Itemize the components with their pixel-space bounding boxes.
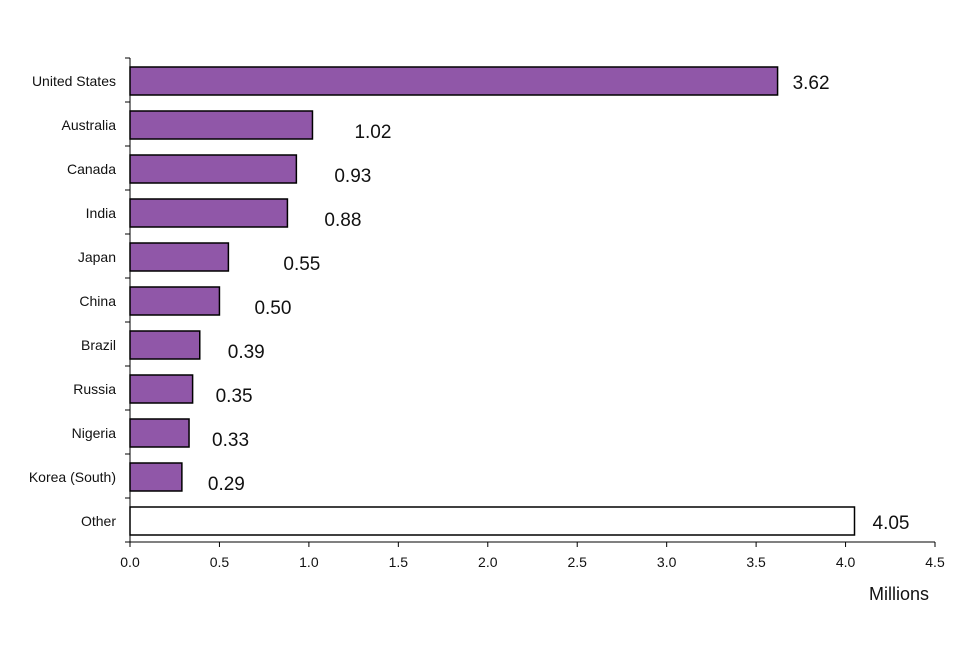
x-tick-label: 0.5 — [210, 554, 230, 570]
bar — [129, 374, 194, 404]
x-tick-label: 1.5 — [389, 554, 409, 570]
category-label: Australia — [62, 117, 117, 133]
category-label: Canada — [67, 161, 116, 177]
category-label: Japan — [78, 249, 116, 265]
data-label: 4.05 — [873, 513, 910, 534]
x-tick-label: 2.0 — [478, 554, 498, 570]
category-label: India — [86, 205, 117, 221]
data-label: 0.35 — [216, 386, 253, 407]
bar — [129, 242, 230, 272]
x-tick-label: 1.0 — [299, 554, 319, 570]
x-axis-label: Millions — [869, 584, 929, 604]
category-label: Brazil — [81, 337, 116, 353]
category-label: Korea (South) — [29, 469, 116, 485]
bar — [129, 286, 221, 316]
data-label: 3.62 — [793, 73, 830, 94]
bar — [129, 154, 298, 184]
x-tick-label: 0.0 — [120, 554, 140, 570]
category-label: United States — [32, 73, 116, 89]
x-tick-label: 3.5 — [746, 554, 766, 570]
data-label: 0.50 — [254, 298, 291, 319]
data-label: 0.33 — [212, 430, 249, 451]
x-tick-label: 4.5 — [925, 554, 945, 570]
x-tick-label: 2.5 — [567, 554, 587, 570]
data-label: 0.88 — [324, 210, 361, 231]
data-label: 0.29 — [208, 474, 245, 495]
category-label: Russia — [73, 381, 116, 397]
data-label: 1.02 — [354, 122, 391, 143]
category-label: Nigeria — [72, 425, 117, 441]
data-label: 0.55 — [283, 254, 320, 275]
bar — [129, 330, 201, 360]
bar — [129, 66, 779, 96]
bar — [129, 198, 289, 228]
bar — [129, 110, 314, 140]
bar — [129, 506, 856, 536]
bar — [129, 462, 183, 492]
x-tick-label: 3.0 — [657, 554, 677, 570]
data-label: 0.93 — [334, 166, 371, 187]
x-tick-label: 4.0 — [836, 554, 856, 570]
bar — [129, 418, 190, 448]
category-label: China — [79, 293, 116, 309]
category-label: Other — [81, 513, 116, 529]
data-label: 0.39 — [228, 342, 265, 363]
